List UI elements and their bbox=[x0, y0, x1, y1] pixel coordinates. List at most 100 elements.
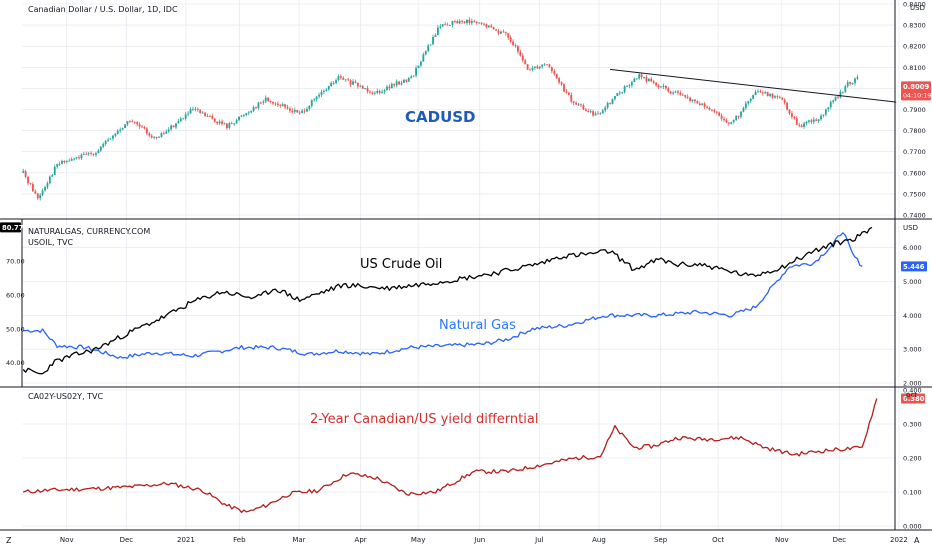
cad-candle-body bbox=[832, 100, 835, 102]
cad-candle-body bbox=[225, 123, 228, 129]
cad-candle-body bbox=[601, 110, 604, 114]
cad-candle-body bbox=[657, 85, 660, 88]
gas-last-value: 5.446 bbox=[903, 263, 925, 271]
cad-candle-body bbox=[97, 150, 100, 154]
cad-candle-body bbox=[507, 33, 510, 38]
cad-candle-body bbox=[436, 27, 439, 36]
cad-candle-body bbox=[318, 94, 320, 97]
cad-candle-body bbox=[846, 82, 849, 87]
cad-candle-body bbox=[339, 76, 342, 78]
cad-candle-body bbox=[432, 37, 434, 45]
cad-candle-body bbox=[148, 133, 151, 136]
cad-candle-body bbox=[575, 102, 578, 105]
cad-candle-body bbox=[439, 26, 442, 28]
cad-candle-body bbox=[46, 183, 49, 188]
cad-candle-body bbox=[325, 89, 328, 91]
crude-oil-annotation: US Crude Oil bbox=[360, 257, 443, 272]
cadusd-candles bbox=[22, 17, 897, 201]
cad-candle-body bbox=[686, 96, 689, 98]
cad-candle-body bbox=[647, 78, 650, 82]
cad-candle-body bbox=[778, 96, 781, 98]
cad-candle-body bbox=[48, 176, 51, 184]
cad-candle-body bbox=[194, 108, 197, 110]
cad-candle-body bbox=[308, 105, 311, 109]
pane-frames bbox=[0, 0, 932, 531]
cad-candle-body bbox=[764, 92, 767, 94]
cad-candle-body bbox=[31, 184, 34, 192]
cad-candle-body bbox=[126, 121, 129, 125]
cad-candle-body bbox=[182, 118, 185, 120]
cad-candle-body bbox=[553, 71, 556, 74]
cad-candle-body bbox=[582, 105, 585, 110]
cad-candle-body bbox=[90, 153, 93, 155]
cad-candle-body bbox=[359, 85, 362, 87]
cad-candle-body bbox=[114, 133, 117, 136]
cad-candle-body bbox=[604, 107, 607, 111]
cad-candle-body bbox=[73, 158, 76, 160]
cad-candle-body bbox=[492, 27, 495, 30]
cad-candle-body bbox=[817, 119, 820, 121]
cad-candle-body bbox=[206, 115, 209, 117]
cad-candle-body bbox=[78, 157, 80, 159]
cad-candle-body bbox=[255, 107, 257, 109]
cad-candle-body bbox=[356, 82, 359, 87]
cad-candle-body bbox=[744, 103, 747, 108]
cad-candle-body bbox=[701, 103, 704, 106]
cad-candle-body bbox=[820, 115, 822, 120]
cad-candle-body bbox=[361, 85, 364, 89]
cad-candle-body bbox=[599, 113, 602, 115]
cad-last-value-countdown: 04:10:19 bbox=[903, 92, 931, 99]
cad-candle-body bbox=[274, 103, 277, 105]
cad-candle-body bbox=[36, 193, 39, 199]
cad-candle-body bbox=[342, 77, 345, 80]
cad-candle-body bbox=[679, 92, 682, 95]
cad-candle-body bbox=[39, 195, 42, 199]
cad-candle-body bbox=[417, 65, 420, 68]
cad-candle-body bbox=[27, 176, 29, 184]
cad-candle-body bbox=[662, 85, 665, 87]
cad-candle-body bbox=[85, 153, 88, 155]
cad-candle-body bbox=[550, 67, 553, 72]
cad-candle-body bbox=[405, 79, 408, 82]
auto-scale-button[interactable]: A bbox=[914, 536, 920, 545]
cad-price-tick: 0.7600 bbox=[903, 169, 926, 177]
cad-candle-body bbox=[453, 21, 456, 22]
cad-candle-body bbox=[446, 24, 449, 26]
cad-candle-body bbox=[497, 30, 500, 34]
cad-candle-body bbox=[201, 112, 204, 114]
cad-candle-body bbox=[803, 123, 805, 127]
cad-candle-body bbox=[495, 29, 498, 31]
cad-candle-body bbox=[708, 107, 711, 110]
cad-candle-body bbox=[490, 25, 493, 28]
yield-last-value: 0.380 bbox=[903, 395, 925, 403]
cad-candle-body bbox=[267, 97, 270, 101]
cad-candle-body bbox=[611, 99, 614, 104]
cad-candle-body bbox=[378, 91, 381, 93]
gas-price-tick: 3.000 bbox=[903, 346, 922, 354]
cad-candle-body bbox=[276, 103, 279, 106]
cad-candle-body bbox=[466, 19, 468, 24]
cad-candle-body bbox=[754, 91, 757, 95]
cad-candle-body bbox=[238, 116, 240, 121]
cad-candle-body bbox=[851, 83, 854, 84]
cad-candle-body bbox=[725, 120, 728, 123]
cad-candle-body bbox=[332, 82, 335, 84]
cad-candle-body bbox=[630, 81, 633, 86]
x-tick-label: Aug bbox=[592, 536, 606, 544]
cad-candle-body bbox=[335, 80, 337, 84]
cad-candle-body bbox=[822, 114, 825, 116]
cad-candle-body bbox=[504, 32, 507, 34]
cad-candle-body bbox=[109, 138, 112, 140]
cad-candle-body bbox=[667, 88, 670, 92]
cad-candle-body bbox=[749, 98, 752, 102]
bottom-pane-title: CA02Y-US02Y, TVC bbox=[28, 392, 104, 401]
natural-gas-line bbox=[23, 232, 863, 359]
cad-candle-body bbox=[344, 79, 347, 81]
cad-candle-body bbox=[475, 21, 478, 23]
cad-candle-body bbox=[298, 112, 301, 114]
cad-candle-body bbox=[626, 86, 628, 87]
cad-candle-body bbox=[403, 79, 405, 83]
timezone-button[interactable]: Z bbox=[6, 536, 12, 545]
cad-candle-body bbox=[121, 128, 124, 130]
cad-candle-body bbox=[609, 102, 611, 104]
